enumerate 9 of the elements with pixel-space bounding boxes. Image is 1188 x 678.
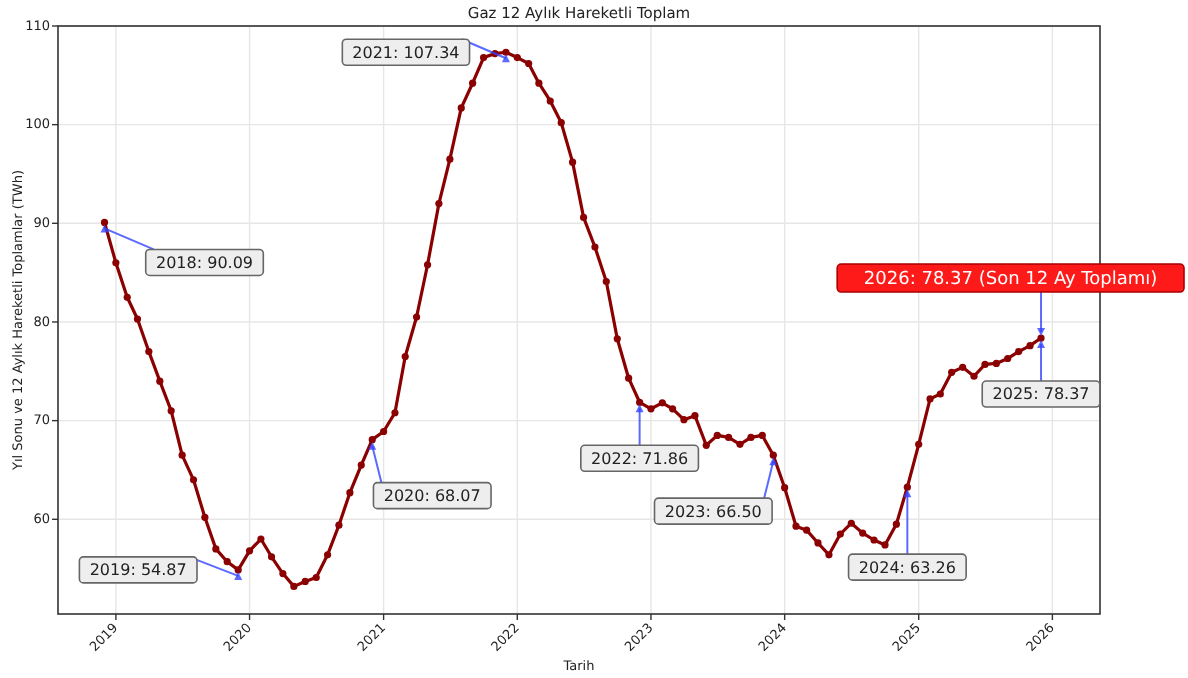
annotation: 2024: 63.26 [858,558,956,577]
annotation: 2022: 71.86 [591,449,689,468]
annotation: 2019: 54.87 [89,561,187,580]
annotation: 2021: 107.34 [352,43,460,62]
annotation: 2023: 66.50 [664,502,762,521]
annotation: 2020: 68.07 [383,487,481,506]
annotation: 2025: 78.37 [992,385,1090,404]
annotation: 2026: 78.37 (Son 12 Ay Toplamı) [863,269,1158,290]
annotation: 2018: 90.09 [156,253,254,272]
